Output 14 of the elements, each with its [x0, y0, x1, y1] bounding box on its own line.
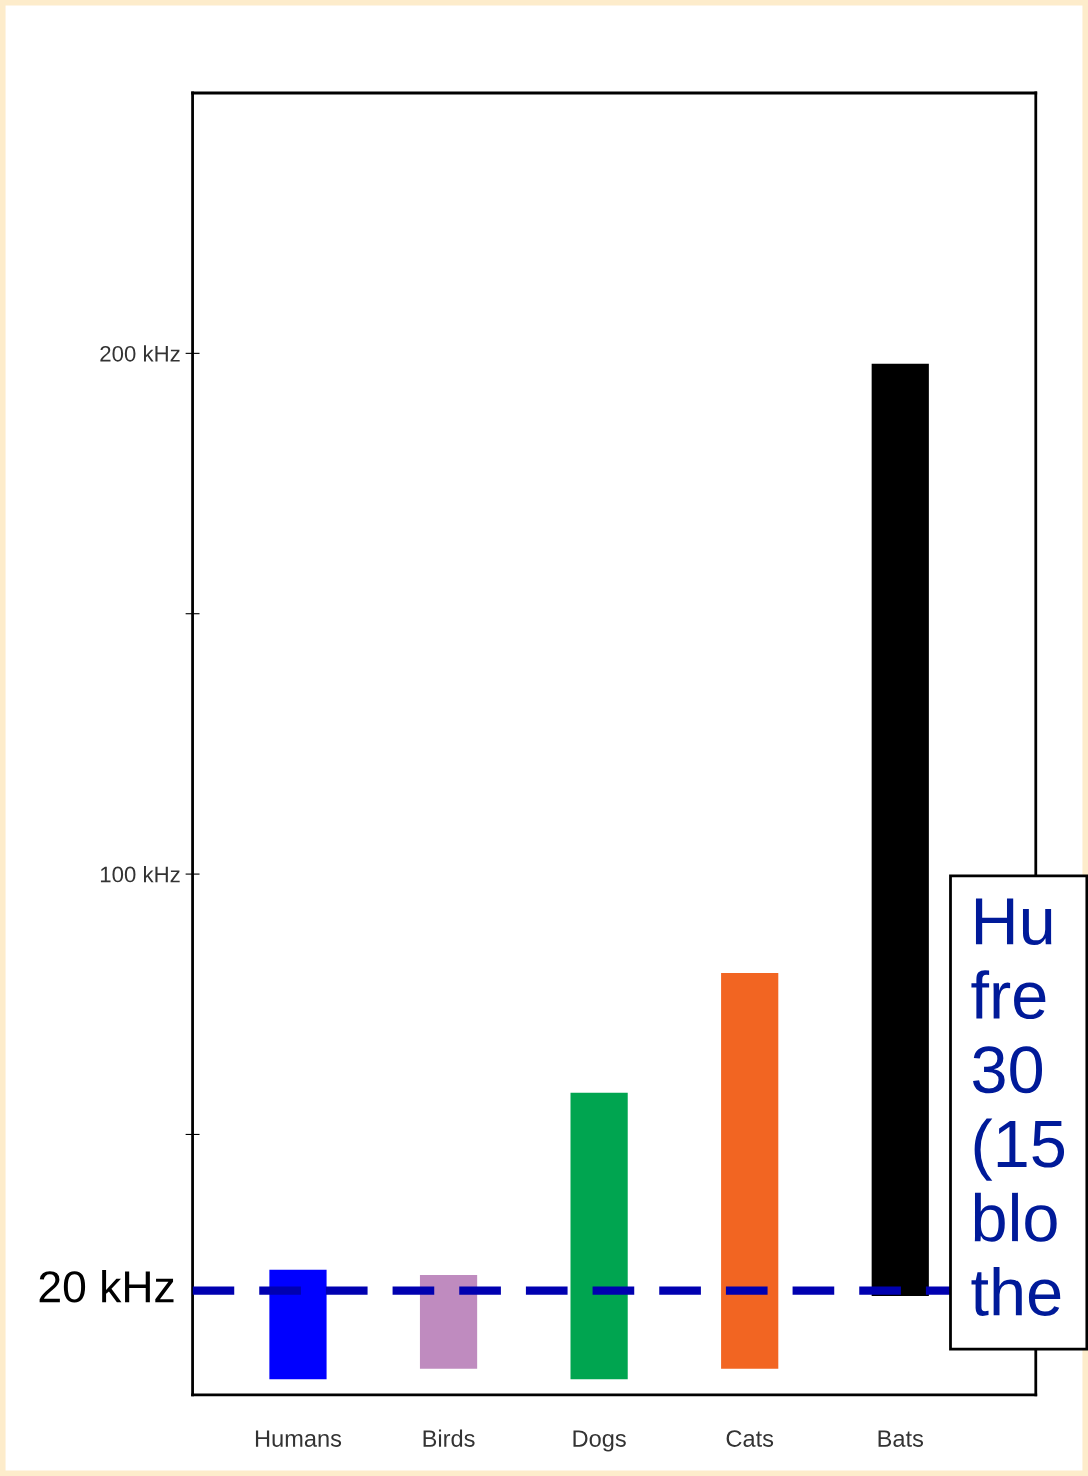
x-tick-label: Cats	[726, 1430, 774, 1447]
bar	[871, 363, 929, 1296]
x-tick-label: Dogs	[573, 1430, 626, 1452]
x-tick-label: Birds	[423, 1429, 475, 1447]
y-tick-label: 100 kHz	[100, 866, 180, 883]
ref-line-label: 20 kHz	[39, 1269, 174, 1303]
bar	[269, 1269, 327, 1380]
bar	[570, 1092, 628, 1380]
bar	[721, 973, 779, 1369]
y-tick-label: 200 kHz	[100, 345, 180, 362]
bar	[419, 1275, 478, 1369]
annotation: Hu fre 30 (15 blo the	[971, 898, 1065, 1317]
x-tick-label: Bats	[878, 1430, 924, 1447]
x-tick-label: Humans	[255, 1430, 342, 1447]
